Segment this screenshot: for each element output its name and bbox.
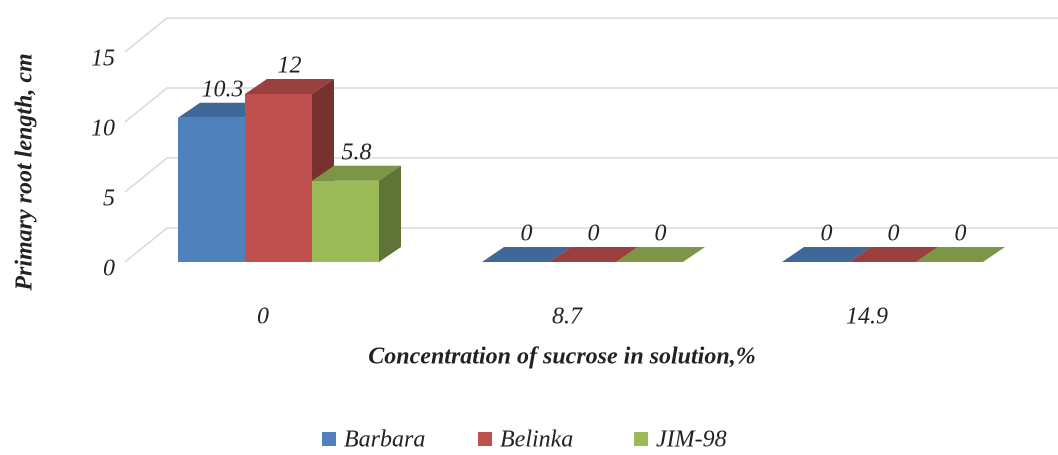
bar [549, 247, 638, 262]
bar-top [782, 247, 871, 262]
bar-front [178, 117, 245, 262]
value-label: 0 [821, 221, 833, 247]
value-label: 10.3 [202, 76, 244, 102]
legend-label: JIM-98 [656, 427, 727, 453]
legend-label: Belinka [500, 427, 573, 453]
bar-top [245, 79, 334, 94]
x-axis-title: Concentration of sucrose in solution,% [368, 344, 755, 370]
grid-line [124, 87, 1058, 123]
grid-line [124, 227, 1058, 263]
x-tick-label: 8.7 [552, 304, 583, 330]
bar [245, 79, 334, 262]
bar-top [849, 247, 938, 262]
legend-swatch [634, 432, 648, 446]
value-label: 0 [955, 221, 967, 247]
bar [312, 165, 401, 262]
legend-label: Barbara [344, 427, 425, 453]
bar-top [312, 165, 401, 181]
y-tick-label: 5 [103, 186, 115, 212]
bar-front [245, 94, 312, 262]
value-label: 0 [888, 221, 900, 247]
bar-top [616, 247, 705, 262]
x-tick-label: 0 [257, 304, 269, 330]
value-label: 0 [588, 221, 600, 247]
legend-swatch [478, 432, 492, 446]
x-tick-label: 14.9 [846, 304, 888, 330]
y-axis-title: Primary root length, cm [12, 53, 38, 291]
bar [482, 247, 571, 262]
bar [616, 247, 705, 262]
y-tick-label: 15 [91, 46, 115, 72]
y-tick-label: 10 [91, 116, 115, 142]
value-label: 12 [278, 53, 302, 79]
grid-line [124, 157, 1058, 193]
bar-top [549, 247, 638, 262]
value-label: 0 [521, 221, 533, 247]
bar [782, 247, 871, 262]
value-label: 5.8 [342, 139, 372, 165]
bar-side [379, 165, 401, 262]
grid-line [124, 17, 1058, 53]
y-tick-label: 0 [103, 256, 115, 282]
value-label: 0 [655, 221, 667, 247]
bar-top [178, 102, 267, 118]
bar [849, 247, 938, 262]
bar-top [482, 247, 571, 262]
bar-front [312, 180, 379, 262]
bar [916, 247, 1005, 262]
bar-top [916, 247, 1005, 262]
legend-swatch [322, 432, 336, 446]
